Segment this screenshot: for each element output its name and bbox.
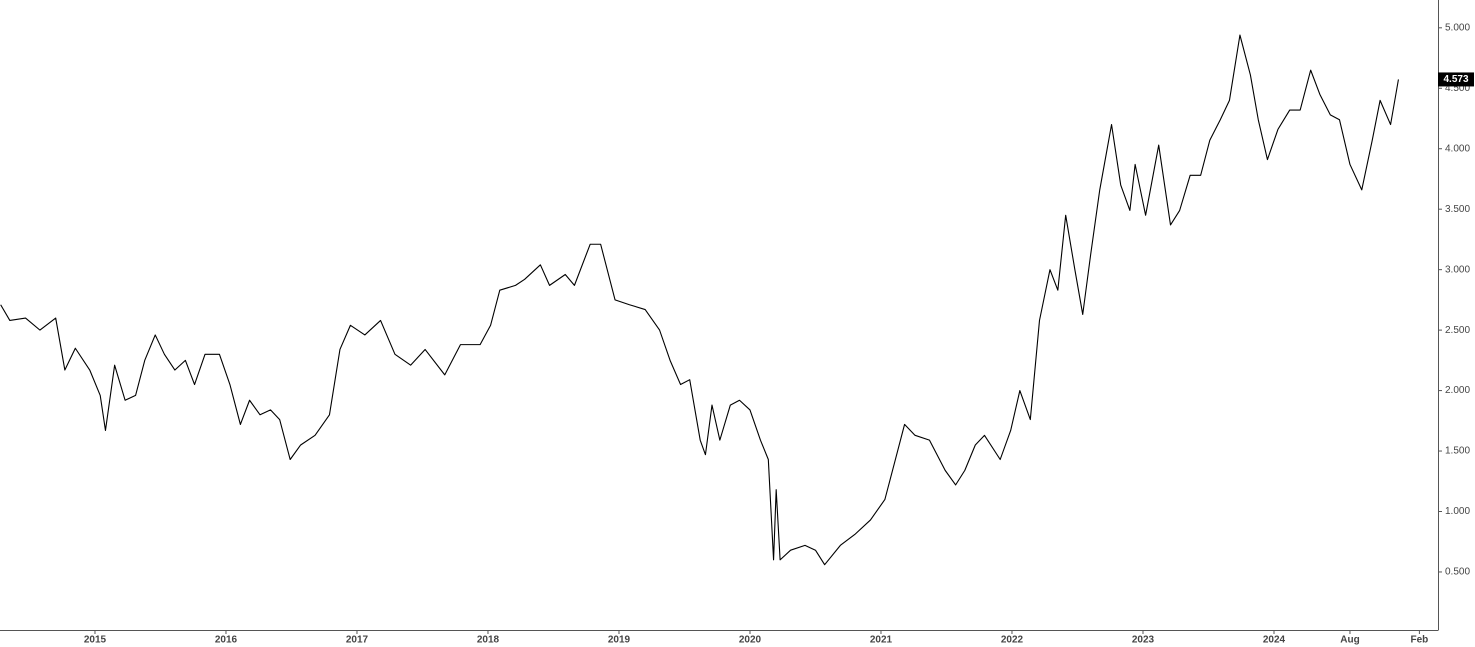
y-tick-label: 2.500 (1445, 325, 1470, 336)
x-tick-label: 2018 (477, 635, 500, 646)
y-tick-label: 0.500 (1445, 567, 1470, 578)
x-tick-label: 2024 (1263, 635, 1286, 646)
y-tick-label: 1.500 (1445, 446, 1470, 457)
x-tick-label: 2017 (346, 635, 369, 646)
y-tick-label: 3.500 (1445, 204, 1470, 215)
x-tick-label: 2023 (1132, 635, 1155, 646)
y-tick-label: 4.500 (1445, 83, 1470, 94)
last-value-label: 4.573 (1443, 74, 1468, 85)
y-tick-label: 4.000 (1445, 143, 1470, 154)
x-tick-label: 2019 (608, 635, 631, 646)
x-tick-label: 2020 (739, 635, 762, 646)
x-tick-label: Aug (1340, 635, 1359, 646)
y-tick-label: 3.000 (1445, 264, 1470, 275)
y-tick-label: 1.000 (1445, 506, 1470, 517)
y-tick-label: 2.000 (1445, 385, 1470, 396)
last-value-badge (1438, 72, 1474, 87)
y-tick-label: 5.000 (1445, 22, 1470, 33)
x-tick-label: 2021 (870, 635, 893, 646)
x-tick-label: 2015 (84, 635, 107, 646)
price-line (0, 34, 1399, 566)
x-tick-label: 2016 (215, 635, 238, 646)
x-tick-label: 2022 (1001, 635, 1024, 646)
x-tick-label: Feb (1411, 635, 1429, 646)
